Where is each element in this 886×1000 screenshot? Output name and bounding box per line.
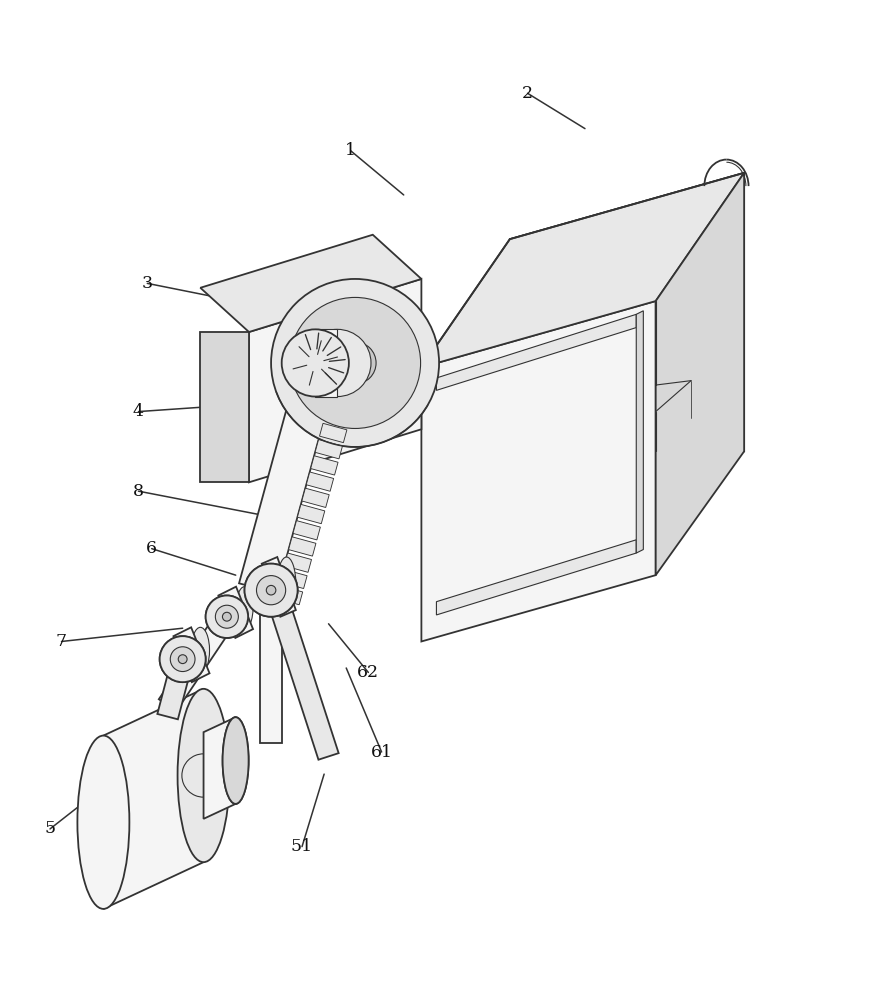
Ellipse shape	[215, 605, 238, 628]
Ellipse shape	[206, 595, 248, 638]
Text: 3: 3	[142, 275, 152, 292]
Polygon shape	[200, 332, 249, 482]
Text: 61: 61	[370, 744, 392, 761]
Ellipse shape	[222, 612, 231, 621]
Polygon shape	[288, 537, 315, 556]
Ellipse shape	[222, 717, 248, 804]
Polygon shape	[509, 173, 743, 515]
Ellipse shape	[222, 717, 248, 804]
Polygon shape	[310, 456, 338, 475]
Polygon shape	[218, 587, 253, 638]
Polygon shape	[104, 689, 203, 909]
Ellipse shape	[178, 655, 187, 664]
Ellipse shape	[282, 329, 348, 397]
Text: 5: 5	[44, 820, 56, 837]
Polygon shape	[436, 540, 635, 615]
Text: 2: 2	[521, 85, 532, 102]
Ellipse shape	[170, 647, 195, 672]
Ellipse shape	[177, 689, 229, 862]
Ellipse shape	[178, 655, 187, 664]
Polygon shape	[260, 590, 282, 743]
Polygon shape	[315, 329, 337, 397]
Ellipse shape	[271, 279, 439, 447]
Ellipse shape	[277, 557, 296, 610]
Polygon shape	[157, 656, 192, 719]
Polygon shape	[284, 553, 311, 572]
Polygon shape	[323, 407, 351, 426]
Ellipse shape	[245, 564, 298, 617]
Polygon shape	[200, 235, 421, 332]
Ellipse shape	[159, 636, 206, 682]
Ellipse shape	[256, 576, 285, 605]
Polygon shape	[292, 521, 320, 540]
Polygon shape	[238, 389, 330, 594]
Polygon shape	[249, 279, 421, 482]
Ellipse shape	[334, 342, 376, 384]
Ellipse shape	[170, 647, 195, 672]
Polygon shape	[174, 627, 209, 682]
Text: 62: 62	[357, 664, 379, 681]
Polygon shape	[301, 488, 329, 507]
Polygon shape	[279, 569, 307, 589]
Polygon shape	[265, 590, 338, 760]
Text: 1: 1	[345, 142, 356, 159]
Ellipse shape	[159, 636, 206, 682]
Ellipse shape	[266, 585, 276, 595]
Ellipse shape	[77, 736, 129, 909]
Polygon shape	[159, 611, 236, 711]
Polygon shape	[261, 557, 296, 617]
Polygon shape	[297, 504, 324, 524]
Polygon shape	[436, 314, 635, 390]
Text: 7: 7	[56, 633, 67, 650]
Text: 4: 4	[133, 403, 144, 420]
Polygon shape	[203, 717, 236, 819]
Ellipse shape	[236, 587, 253, 629]
Ellipse shape	[289, 297, 420, 428]
Ellipse shape	[245, 564, 298, 617]
Polygon shape	[315, 440, 342, 459]
Polygon shape	[421, 173, 743, 367]
Ellipse shape	[256, 576, 285, 605]
Ellipse shape	[206, 595, 248, 638]
Polygon shape	[275, 585, 302, 605]
Polygon shape	[635, 311, 642, 553]
Polygon shape	[421, 301, 655, 641]
Text: 51: 51	[291, 838, 313, 855]
Ellipse shape	[266, 585, 276, 595]
Text: 8: 8	[133, 483, 144, 500]
Ellipse shape	[190, 627, 209, 673]
Ellipse shape	[215, 605, 238, 628]
Ellipse shape	[303, 329, 370, 397]
Text: 6: 6	[146, 540, 157, 557]
Polygon shape	[306, 472, 333, 491]
Polygon shape	[655, 173, 743, 575]
Polygon shape	[319, 423, 346, 443]
Ellipse shape	[222, 612, 231, 621]
